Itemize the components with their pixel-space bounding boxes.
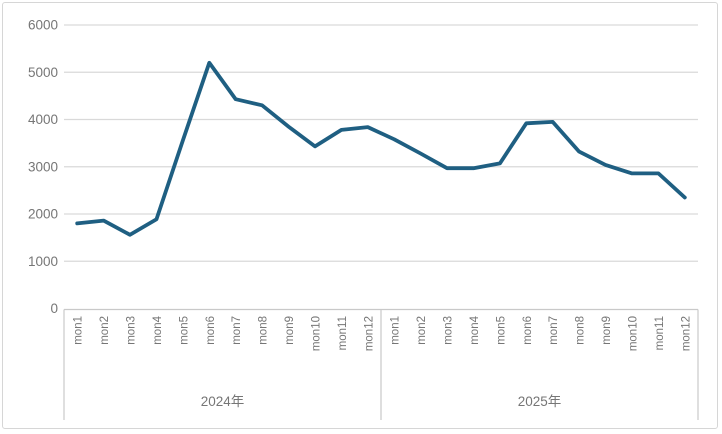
x-axis-month-label: mon11 <box>654 316 666 350</box>
y-axis-tick-label: 1000 <box>28 254 58 269</box>
x-axis-month-label: mon6 <box>522 316 534 345</box>
x-axis-month-label: mon1 <box>73 316 85 345</box>
y-axis-tick-label: 0 <box>50 301 58 316</box>
x-axis-month-label: mon9 <box>284 316 296 345</box>
y-axis-tick-label: 6000 <box>28 18 58 33</box>
x-axis-year-label: 2025年 <box>518 394 562 409</box>
x-axis-year-label: 2024年 <box>201 394 245 409</box>
x-axis-month-label: mon4 <box>152 315 164 344</box>
x-axis-month-label: mon7 <box>231 316 243 345</box>
x-axis-month-label: mon5 <box>495 316 507 345</box>
chart-frame <box>2 2 718 429</box>
x-axis-month-label: mon10 <box>310 316 322 351</box>
data-series-line <box>75 60 687 237</box>
y-axis-tick-label: 2000 <box>28 207 58 222</box>
x-axis-month-label: mon12 <box>680 316 692 351</box>
y-axis-tick-label: 3000 <box>28 159 58 174</box>
x-axis-month-label: mon1 <box>390 316 402 345</box>
x-axis-month-label: mon2 <box>416 316 428 345</box>
x-axis-month-label: mon4 <box>469 315 481 344</box>
x-axis-month-label: mon3 <box>126 316 138 345</box>
x-axis-month-label: mon7 <box>548 316 560 345</box>
x-axis-month-label: mon2 <box>99 316 111 345</box>
x-axis-month-label: mon3 <box>443 316 455 345</box>
x-axis-month-label: mon5 <box>178 316 190 345</box>
y-axis-tick-label: 5000 <box>28 65 58 80</box>
x-axis-month-label: mon6 <box>205 316 217 345</box>
x-axis-month-label: mon8 <box>258 316 270 345</box>
x-axis-month-label: mon9 <box>601 316 613 345</box>
y-axis-tick-label: 4000 <box>28 112 58 127</box>
x-axis-month-label: mon11 <box>337 316 349 350</box>
x-axis-month-label: mon12 <box>363 316 375 351</box>
x-axis-month-label: mon8 <box>575 316 587 345</box>
x-axis-month-label: mon10 <box>627 316 639 351</box>
